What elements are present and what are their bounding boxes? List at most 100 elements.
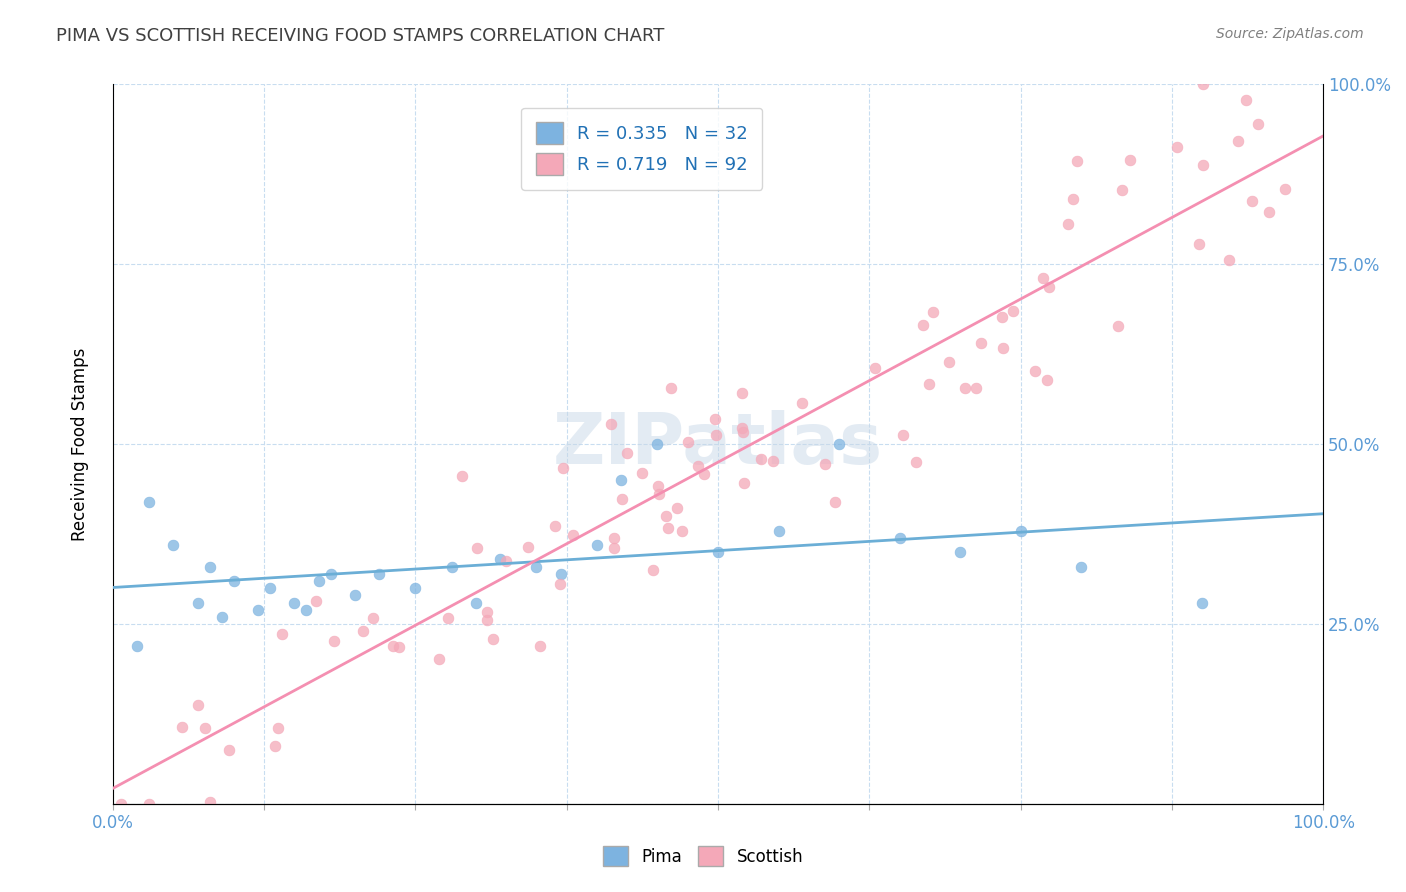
Point	[1002, 304, 1025, 318]
Point	[1119, 153, 1142, 167]
Point	[465, 541, 488, 556]
Point	[686, 458, 709, 473]
Point	[643, 563, 665, 577]
Point	[495, 553, 517, 567]
Point	[382, 639, 405, 653]
Point	[1227, 134, 1250, 148]
Point	[1191, 158, 1213, 172]
Point	[551, 460, 574, 475]
Point	[295, 603, 318, 617]
Point	[247, 603, 270, 617]
Point	[319, 566, 342, 581]
Point	[733, 476, 755, 491]
Point	[529, 639, 551, 653]
Point	[211, 610, 233, 624]
Point	[544, 519, 567, 533]
Point	[187, 595, 209, 609]
Point	[482, 632, 505, 646]
Point	[427, 651, 450, 665]
Point	[905, 455, 928, 469]
Y-axis label: Receiving Food Stamps: Receiving Food Stamps	[72, 348, 89, 541]
Point	[970, 336, 993, 351]
Point	[863, 361, 886, 376]
Point	[1010, 524, 1032, 538]
Point	[361, 611, 384, 625]
Point	[368, 566, 391, 581]
Point	[616, 445, 638, 459]
Point	[749, 451, 772, 466]
Point	[1062, 192, 1084, 206]
Point	[352, 624, 374, 638]
Point	[586, 538, 609, 552]
Point	[186, 698, 208, 712]
Point	[440, 559, 463, 574]
Point	[953, 380, 976, 394]
Point	[704, 428, 727, 442]
Text: ZIPatlas: ZIPatlas	[553, 409, 883, 479]
Point	[922, 305, 945, 319]
Point	[659, 381, 682, 395]
Point	[693, 467, 716, 482]
Point	[198, 795, 221, 809]
Text: Source: ZipAtlas.com: Source: ZipAtlas.com	[1216, 27, 1364, 41]
Point	[647, 437, 669, 451]
Point	[814, 457, 837, 471]
Point	[475, 613, 498, 627]
Point	[562, 528, 585, 542]
Point	[828, 437, 851, 451]
Point	[1258, 205, 1281, 219]
Point	[305, 594, 328, 608]
Legend: Pima, Scottish: Pima, Scottish	[595, 838, 811, 875]
Point	[665, 501, 688, 516]
Point	[600, 417, 623, 431]
Point	[768, 524, 790, 538]
Point	[991, 310, 1014, 325]
Point	[264, 739, 287, 754]
Point	[1192, 78, 1215, 92]
Point	[475, 606, 498, 620]
Point	[889, 531, 911, 545]
Point	[671, 524, 693, 539]
Point	[194, 721, 217, 735]
Point	[790, 396, 813, 410]
Point	[1035, 373, 1057, 387]
Point	[762, 454, 785, 468]
Point	[938, 355, 960, 369]
Point	[824, 494, 846, 508]
Point	[949, 545, 972, 559]
Point	[707, 545, 730, 559]
Point	[198, 559, 221, 574]
Point	[1070, 559, 1092, 574]
Point	[138, 495, 160, 509]
Point	[1111, 183, 1133, 197]
Point	[465, 595, 488, 609]
Point	[437, 611, 460, 625]
Point	[1218, 252, 1240, 267]
Point	[517, 540, 540, 554]
Point	[162, 538, 184, 552]
Point	[489, 552, 512, 566]
Point	[550, 577, 572, 591]
Point	[1024, 364, 1046, 378]
Point	[602, 541, 624, 555]
Point	[308, 574, 330, 588]
Point	[965, 381, 987, 395]
Point	[612, 491, 634, 506]
Point	[648, 487, 671, 501]
Point	[1032, 271, 1054, 285]
Point	[657, 521, 679, 535]
Point	[138, 797, 160, 811]
Point	[602, 531, 624, 545]
Point	[1057, 217, 1080, 231]
Point	[259, 581, 281, 595]
Point	[731, 386, 754, 401]
Point	[1107, 318, 1129, 333]
Point	[676, 435, 699, 450]
Text: PIMA VS SCOTTISH RECEIVING FOOD STAMPS CORRELATION CHART: PIMA VS SCOTTISH RECEIVING FOOD STAMPS C…	[56, 27, 665, 45]
Point	[655, 509, 678, 524]
Point	[1191, 595, 1213, 609]
Point	[218, 743, 240, 757]
Point	[323, 633, 346, 648]
Point	[266, 721, 288, 735]
Point	[110, 797, 132, 811]
